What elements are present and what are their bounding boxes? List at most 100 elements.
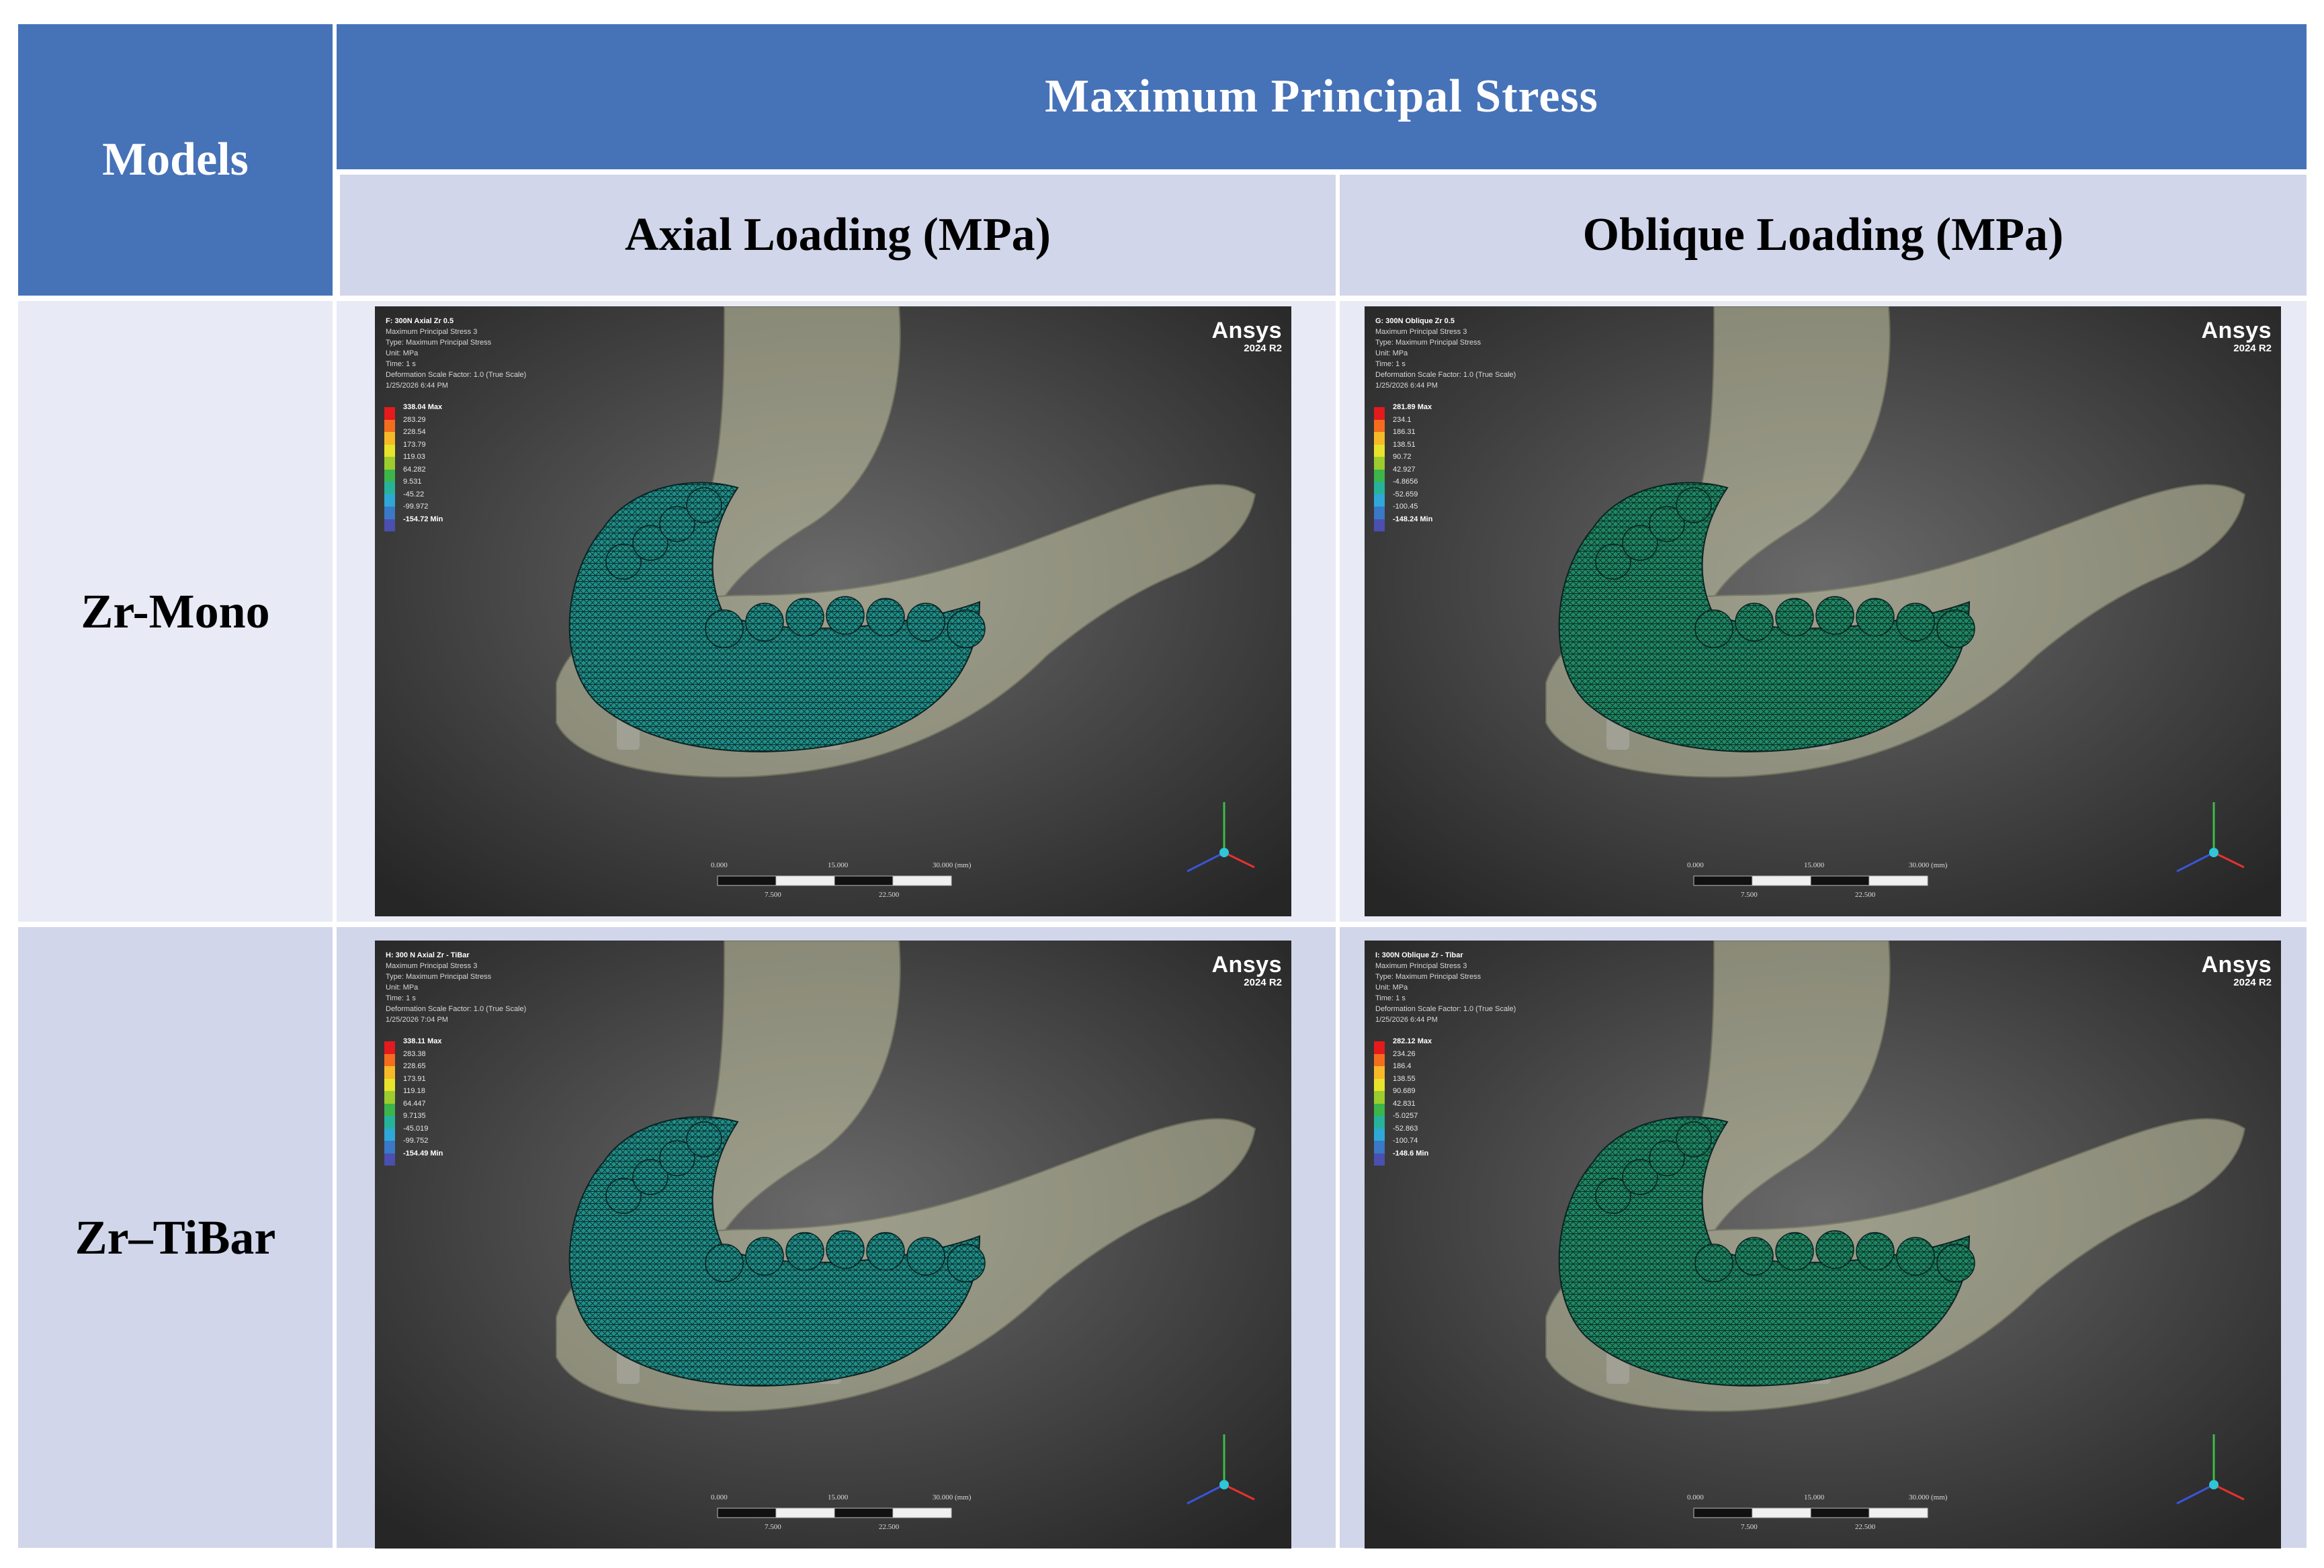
legend-value: 138.55: [1393, 1074, 1416, 1083]
scale-label: 30.000 (mm): [933, 1493, 972, 1501]
scale-bar-segment: [834, 875, 894, 886]
axial-header-cell: Axial Loading (MPa): [340, 175, 1336, 296]
legend-swatch: [384, 482, 395, 494]
oblique-header-label: Oblique Loading (MPa): [1582, 209, 2064, 261]
prosthesis-mesh: [1558, 1116, 1975, 1387]
scale-label: 15.000: [1804, 861, 1825, 869]
prosthesis-mesh: [1558, 482, 1975, 752]
scale-label: 7.500: [765, 891, 781, 899]
result-title: H: 300 N Axial Zr - TiBar: [386, 951, 470, 959]
legend-value: -148.24 Min: [1393, 515, 1433, 523]
legend-value: -100.74: [1393, 1137, 1418, 1145]
result-info-line: 1/25/2026 6:44 PM: [386, 382, 448, 390]
legend-value: 90.689: [1393, 1087, 1416, 1095]
scale-bar-segment: [1868, 875, 1928, 886]
result-title: I: 300N Oblique Zr - Tibar: [1375, 951, 1463, 959]
legend-swatch: [384, 469, 395, 482]
legend-value: 42.831: [1393, 1099, 1416, 1108]
scale-bar-segment: [834, 1508, 894, 1518]
fea-panel-zr-tibar-oblique: I: 300N Oblique Zr - Tibar Maximum Princi…: [1365, 941, 2281, 1549]
ansys-brand: Ansys: [2201, 952, 2272, 977]
scale-bar-segment: [1752, 875, 1811, 886]
legend-swatch: [384, 1116, 395, 1129]
legend-swatch: [384, 1153, 395, 1166]
scale-bar-segment: [775, 1508, 835, 1518]
triad-z-axis: [2176, 1483, 2214, 1505]
legend-value: -45.22: [403, 490, 425, 498]
legend-value: 173.91: [403, 1074, 426, 1083]
legend-swatch: [384, 507, 395, 519]
legend-swatch: [384, 519, 395, 531]
scale-bar-segment: [892, 875, 952, 886]
legend-value: -52.863: [1393, 1124, 1418, 1133]
legend-swatch: [1374, 444, 1385, 457]
ansys-brand: Ansys: [1211, 952, 1282, 977]
legend-value: -52.659: [1393, 490, 1418, 498]
row-label-2: Zr–TiBar: [75, 1210, 276, 1264]
fea-panel-zr-mono-axial: F: 300N Axial Zr 0.5 Maximum Principal St…: [375, 306, 1291, 916]
scale-label: 30.000 (mm): [933, 861, 972, 869]
scale-label: 30.000 (mm): [1909, 861, 1948, 869]
legend-swatch: [384, 1141, 395, 1153]
legend-swatch: [1374, 1153, 1385, 1166]
result-info-line: Maximum Principal Stress 3: [386, 962, 478, 970]
fea-scene: [375, 306, 1291, 916]
scale-label: 0.000: [1687, 1493, 1704, 1501]
result-info-line: Unit: MPa: [1375, 984, 1408, 992]
legend-value: 228.54: [403, 428, 426, 436]
result-info-line: Type: Maximum Principal Stress: [386, 973, 492, 981]
legend-swatch: [1374, 1091, 1385, 1104]
legend-swatch: [384, 1128, 395, 1141]
scale-bar-segment: [1693, 1508, 1753, 1518]
legend-value: 228.65: [403, 1062, 426, 1070]
scale-label: 22.500: [879, 891, 900, 899]
result-info-line: Type: Maximum Principal Stress: [386, 339, 492, 347]
legend-value: 9.7135: [403, 1112, 426, 1120]
legend-swatch: [384, 1066, 395, 1079]
scale-label: 0.000: [711, 1493, 728, 1501]
legend-swatch: [1374, 482, 1385, 494]
legend-swatch: [1374, 1041, 1385, 1054]
triad-x-axis: [1223, 851, 1255, 869]
triad-origin: [1219, 1480, 1229, 1489]
fea-scene: [1365, 306, 2281, 916]
scale-bar-segment: [1810, 1508, 1870, 1518]
triad-z-axis: [1187, 851, 1225, 873]
result-info: I: 300N Oblique Zr - Tibar Maximum Princi…: [1375, 950, 1516, 1025]
legend-swatch: [384, 1053, 395, 1066]
ansys-logo: Ansys 2024 R2: [1211, 953, 1282, 989]
triad-origin: [2209, 1480, 2219, 1489]
scale-bar-segment: [717, 875, 777, 886]
ansys-version: 2024 R2: [1244, 343, 1282, 354]
legend-value: 9.531: [403, 478, 422, 486]
ansys-logo: Ansys 2024 R2: [2201, 318, 2272, 355]
scale-bar-segment: [1752, 1508, 1811, 1518]
ansys-brand: Ansys: [2201, 318, 2272, 343]
scale-label: 15.000: [1804, 1493, 1825, 1501]
legend-swatch: [1374, 1053, 1385, 1066]
scale-bar-segment: [1810, 875, 1870, 886]
legend-value: -154.72 Min: [403, 515, 443, 523]
models-header-label: Models: [102, 134, 249, 185]
legend-swatch: [1374, 432, 1385, 445]
legend-swatch: [384, 432, 395, 445]
legend-swatch: [1374, 457, 1385, 470]
legend-value: 64.447: [403, 1099, 426, 1108]
scale-label: 22.500: [1855, 891, 1876, 899]
ansys-version: 2024 R2: [2233, 977, 2272, 988]
scale-label: 7.500: [1741, 1523, 1758, 1531]
result-info-line: Maximum Principal Stress 3: [1375, 962, 1467, 970]
result-info-line: Unit: MPa: [386, 984, 419, 992]
row-label-cell-1: Zr-Mono: [18, 301, 333, 922]
scale-label: 30.000 (mm): [1909, 1493, 1948, 1501]
ansys-logo: Ansys 2024 R2: [2201, 953, 2272, 989]
legend-swatch: [1374, 469, 1385, 482]
legend-value: 281.89 Max: [1393, 403, 1432, 411]
result-info-line: Deformation Scale Factor: 1.0 (True Scal…: [386, 1005, 527, 1013]
legend-swatch: [1374, 419, 1385, 432]
legend-value: 338.04 Max: [403, 403, 443, 411]
scale-bar-segment: [775, 875, 835, 886]
scale-bar-segment: [717, 1508, 777, 1518]
legend-value: 234.26: [1393, 1049, 1416, 1058]
row-label-1: Zr-Mono: [81, 584, 270, 638]
